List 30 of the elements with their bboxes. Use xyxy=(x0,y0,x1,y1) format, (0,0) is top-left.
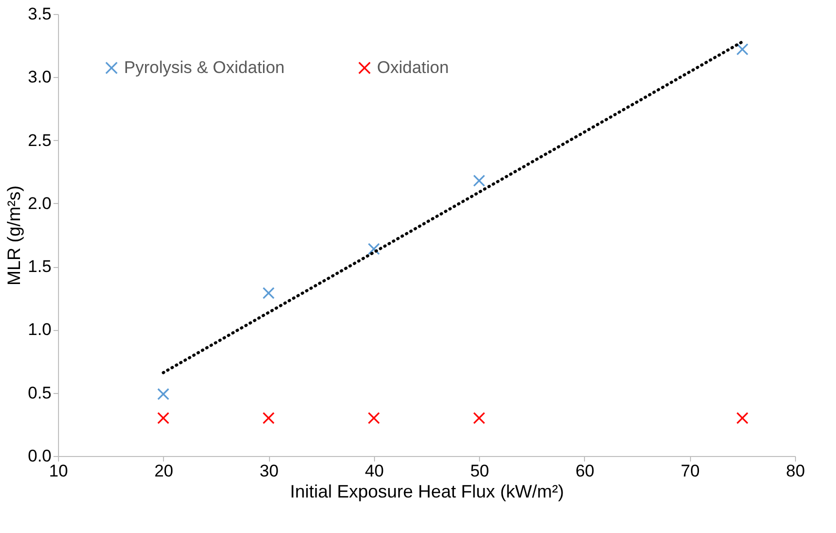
x-tick-label: 70 xyxy=(680,462,700,480)
x-axis-title: Initial Exposure Heat Flux (kW/m²) xyxy=(290,482,564,502)
point xyxy=(262,287,275,300)
y-axis-title: MLR (g/m²s) xyxy=(4,186,24,286)
x-tick-label: 40 xyxy=(364,462,384,480)
point xyxy=(368,412,380,424)
y-tick-label: 2.5 xyxy=(28,130,52,150)
x-tick-label: 50 xyxy=(470,462,490,480)
x-tick-label: 30 xyxy=(260,462,279,480)
point xyxy=(473,412,486,424)
point xyxy=(736,412,748,424)
point xyxy=(736,43,748,56)
y-tick-label: 3.5 xyxy=(28,4,52,24)
y-tick-label: 2.0 xyxy=(28,194,52,213)
point xyxy=(473,174,486,187)
point xyxy=(157,412,170,424)
x-tick-label: 60 xyxy=(575,462,594,480)
y-tick-label: 1.0 xyxy=(28,320,52,340)
x-tick-label: 20 xyxy=(154,462,174,480)
y-tick-label: 0.0 xyxy=(28,446,52,466)
point xyxy=(262,412,275,424)
y-tick-label: 1.5 xyxy=(28,257,52,276)
x-tick-label: 80 xyxy=(786,462,805,480)
point xyxy=(157,388,170,400)
y-tick-label: 3.0 xyxy=(28,68,52,87)
y-tick-label: 0.5 xyxy=(28,383,52,402)
legend-label: Oxidation xyxy=(377,58,449,77)
legend-label: Pyrolysis & Oxidation xyxy=(124,58,285,77)
x-tick-label: 10 xyxy=(49,462,68,480)
point xyxy=(368,242,380,255)
